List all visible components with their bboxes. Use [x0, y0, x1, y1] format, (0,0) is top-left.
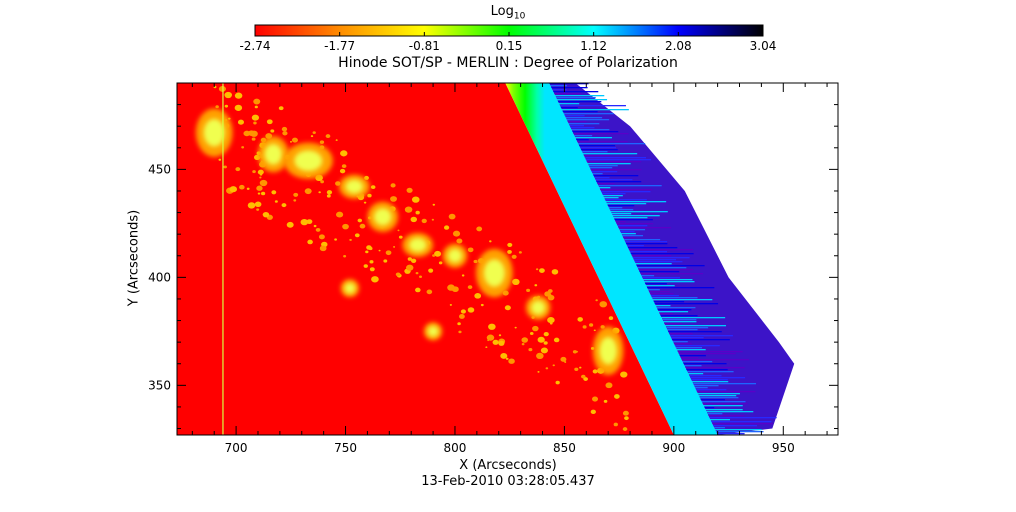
bright-spot-core	[203, 118, 225, 147]
limb-band	[505, 83, 718, 435]
noise-streaks	[549, 83, 777, 435]
bright-spot-core	[373, 208, 392, 226]
colorbar-tick-label: 0.15	[496, 39, 523, 53]
bright-spot-core	[447, 248, 462, 263]
x-tick-label: 900	[662, 441, 685, 455]
colorbar-tick-label: -2.74	[239, 39, 270, 53]
y-tick-label: 350	[148, 378, 171, 392]
chart-title: Hinode SOT/SP - MERLIN : Degree of Polar…	[338, 55, 678, 71]
x-tick-label: 800	[444, 441, 467, 455]
bright-spot-core	[427, 326, 439, 337]
bright-spot-core	[409, 238, 427, 252]
colorbar-tick-label: 1.12	[580, 39, 607, 53]
plot-content	[177, 83, 838, 435]
bright-spot-core	[264, 143, 283, 165]
bright-spot-core	[344, 282, 356, 294]
footer-date: 13-Feb-2010 03:28:05.437	[421, 474, 595, 489]
x-tick-label: 850	[553, 441, 576, 455]
bright-spot-core	[345, 179, 364, 194]
bright-spot-core	[294, 150, 323, 172]
x-tick-label: 700	[225, 441, 248, 455]
colorbar-tick-label: 3.04	[750, 39, 777, 53]
colorbar-tick-label: -1.77	[324, 39, 355, 53]
colorbar-title: Log10	[490, 4, 526, 22]
colorbar-tick-label: -0.81	[409, 39, 440, 53]
plot-frame	[176, 82, 839, 436]
colorbar-tick-label: 2.08	[665, 39, 692, 53]
bright-spot-core	[483, 259, 505, 287]
bright-spot-core	[531, 300, 546, 315]
bright-spot-core	[599, 336, 617, 365]
y-tick-label: 450	[148, 162, 171, 176]
x-tick-label: 750	[334, 441, 357, 455]
x-tick-label: 950	[772, 441, 795, 455]
y-tick-label: 400	[148, 270, 171, 284]
x-axis-label: X (Arcseconds)	[459, 458, 557, 473]
